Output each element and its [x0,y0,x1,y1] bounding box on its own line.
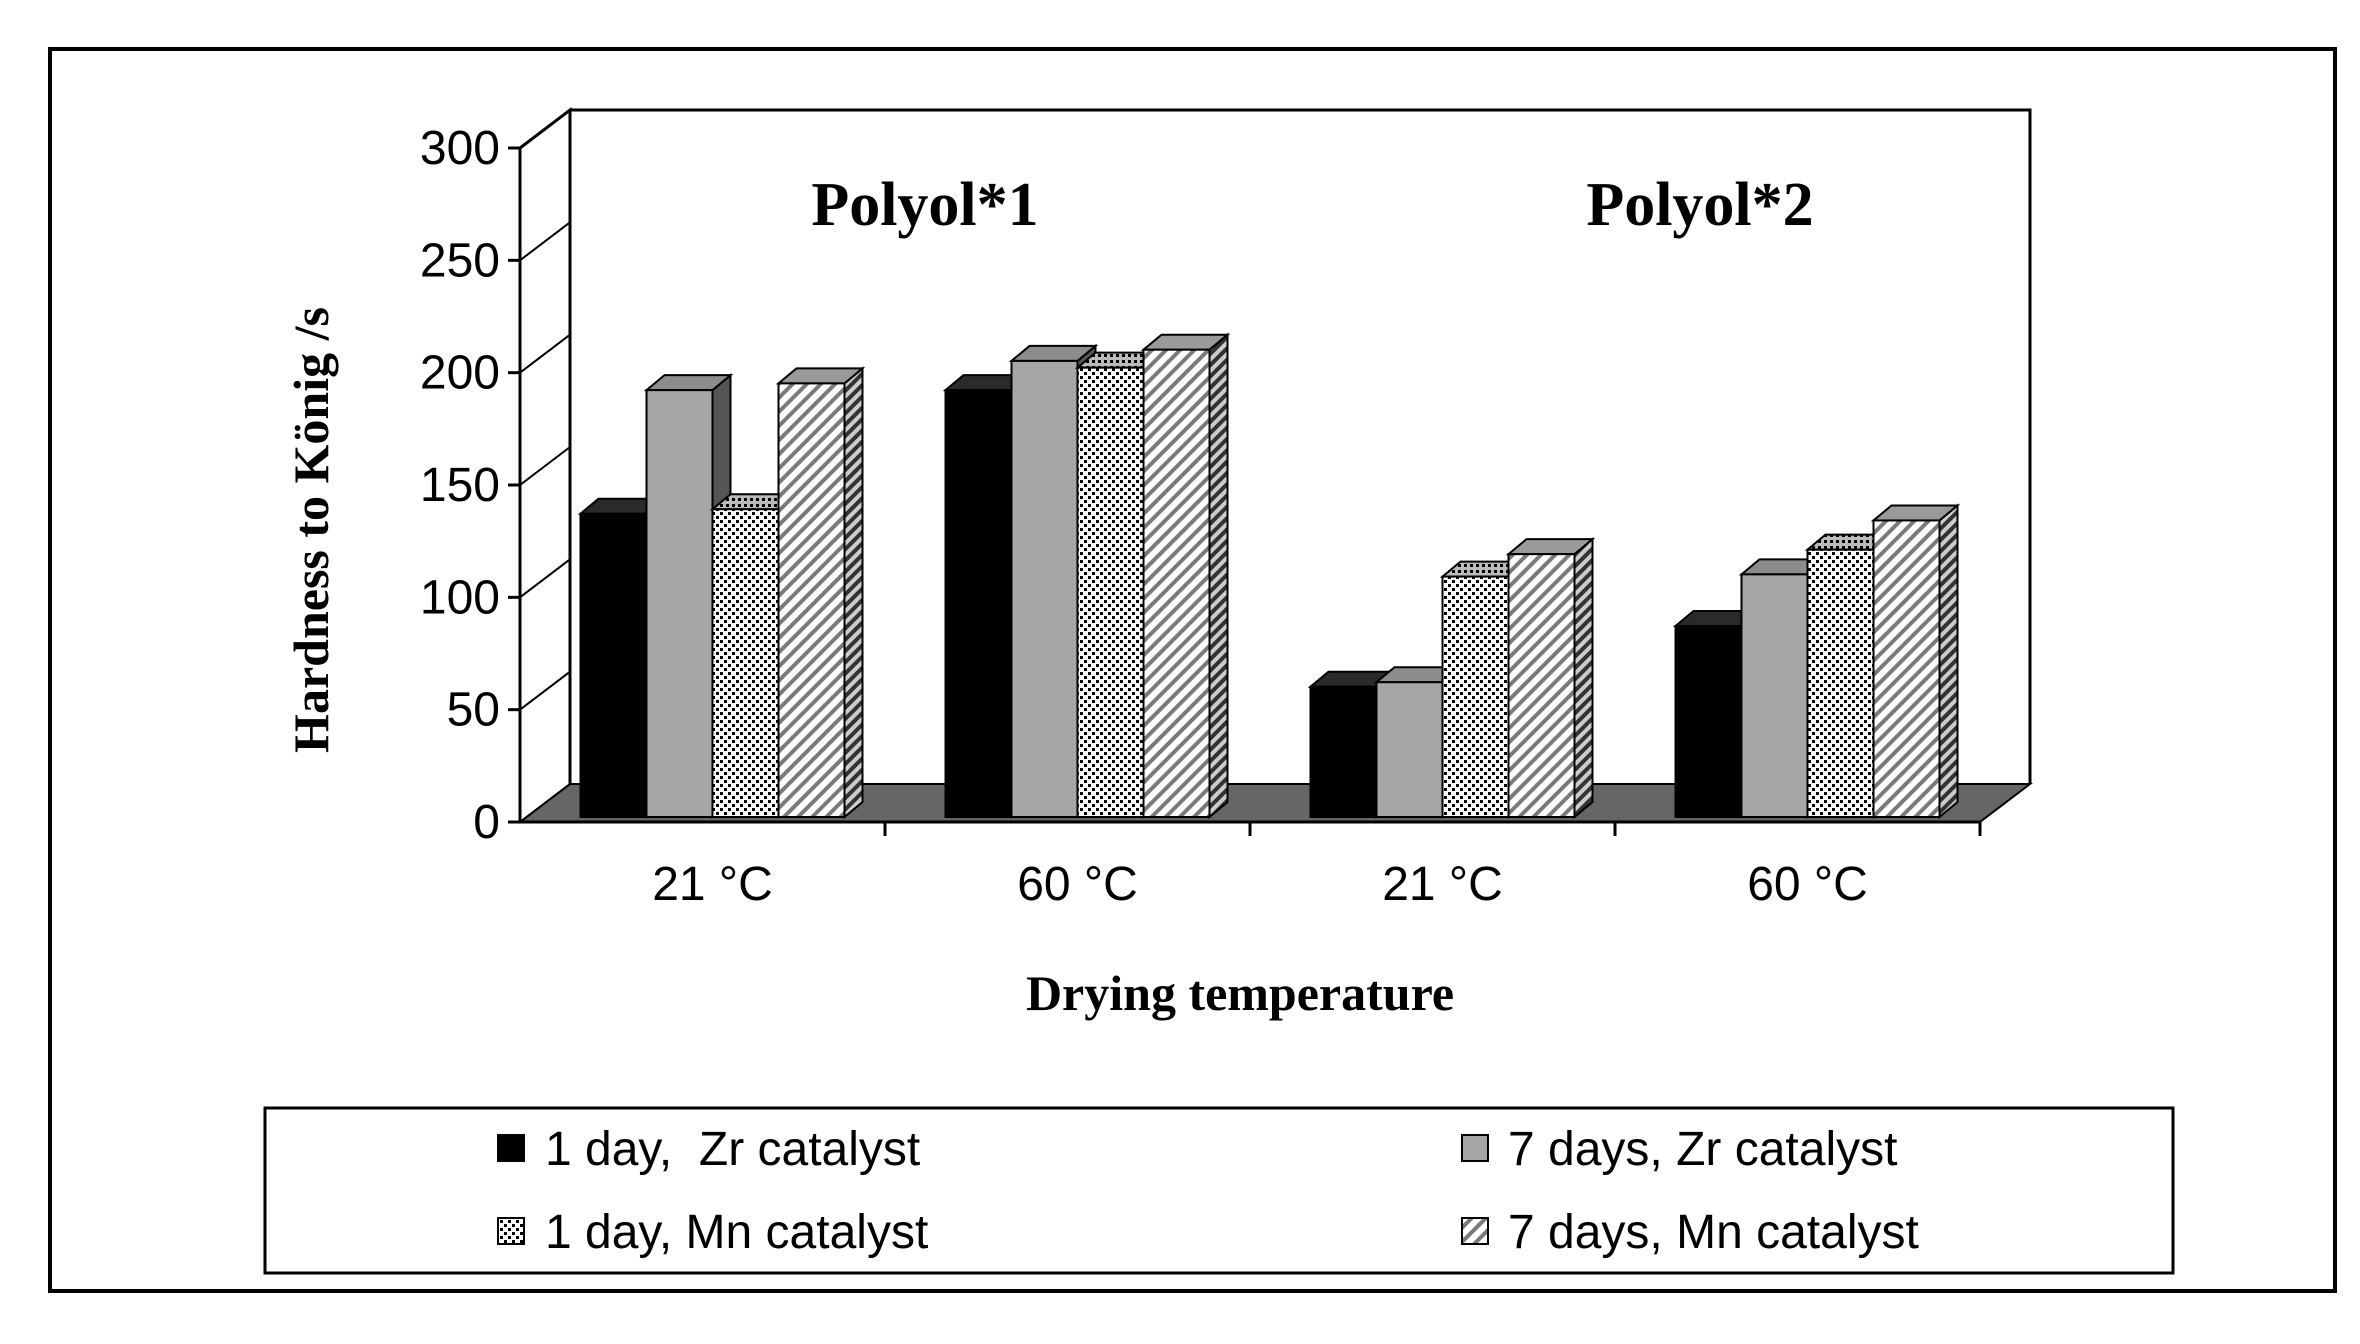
bar-7-days-mn [1870,503,1961,820]
bar-front-face [579,512,648,818]
bar-front-face [1441,575,1510,819]
y-tick-label: 50 [447,684,500,737]
legend-item-7-days-zr: 7 days, Zr catalyst [1461,1123,1897,1176]
y-tick-label: 250 [420,234,500,287]
legend-item-1-day-mn: 1 day, Mn catalyst [497,1206,928,1259]
y-tick-label: 0 [473,796,500,849]
legend-item-1-day-zr: 1 day, Zr catalyst [497,1123,920,1176]
bar-front-face [944,389,1013,818]
bar-front-face [645,389,714,818]
group-title-polyol-1: Polyol*1 [811,171,1038,239]
y-depth-tick [519,558,571,599]
y-axis-title: Hardness to König /s [283,307,339,753]
bar-side-face [1208,332,1229,820]
bar-front-face [1010,359,1079,818]
legend-swatch-1-day-mn [497,1217,525,1245]
bar-front-face [1375,681,1444,819]
y-depth-tick [519,221,571,262]
bar-7-days-mn [1140,332,1231,820]
y-depth-tick [519,109,571,149]
y-tick-label: 200 [420,347,500,400]
y-tick-label: 300 [420,122,500,175]
legend-swatch-7-days-zr [1461,1134,1489,1162]
x-category-label: 60 °C [1017,858,1138,911]
x-category-label: 21 °C [652,858,773,911]
x-category-label: 21 °C [1382,858,1503,911]
bar-7-days-mn [1505,537,1596,820]
bar-front-face [1740,573,1809,818]
bar-front-face [1507,553,1576,818]
legend-label-7-days-mn: 7 days, Mn catalyst [1508,1206,1919,1259]
legend-item-7-days-mn: 7 days, Mn catalyst [1461,1206,1919,1259]
y-depth-tick [519,446,571,486]
bar-front-face [711,508,780,818]
legend-label-7-days-zr: 7 days, Zr catalyst [1508,1123,1897,1176]
bar-7-days-mn [775,366,866,820]
bar-front-face [1806,548,1875,818]
legend-label-1-day-zr: 1 day, Zr catalyst [545,1123,920,1176]
bar-front-face [1872,519,1941,818]
legend-label-1-day-mn: 1 day, Mn catalyst [545,1206,928,1259]
bar-front-face [1142,348,1211,818]
bars-layer [577,332,1961,820]
y-depth-tick [519,670,571,711]
group-title-polyol-2: Polyol*2 [1586,171,1813,239]
bar-side-face [1573,537,1594,820]
legend-swatch-7-days-mn [1461,1217,1489,1245]
bar-front-face [1309,685,1378,819]
x-category-label: 60 °C [1747,858,1868,911]
bar-front-face [1674,625,1743,818]
legend-swatch-1-day-zr [497,1134,525,1162]
legend-box [263,1106,2175,1275]
bar-front-face [1076,366,1145,818]
y-axis: 0 50 100 150 200 250 300 [420,109,571,849]
bar-side-face [843,366,864,820]
x-axis-title: Drying temperature [1026,965,1454,1021]
bar-side-face [1938,503,1959,820]
back-wall-outline [570,108,2032,784]
y-depth-tick [519,333,571,374]
y-tick-label: 100 [420,571,500,624]
y-tick-label: 150 [420,459,500,512]
y-depth-tick [519,783,571,823]
bar-front-face [777,382,846,818]
x-axis-labels: 21 °C 60 °C 21 °C 60 °C [652,822,1982,911]
